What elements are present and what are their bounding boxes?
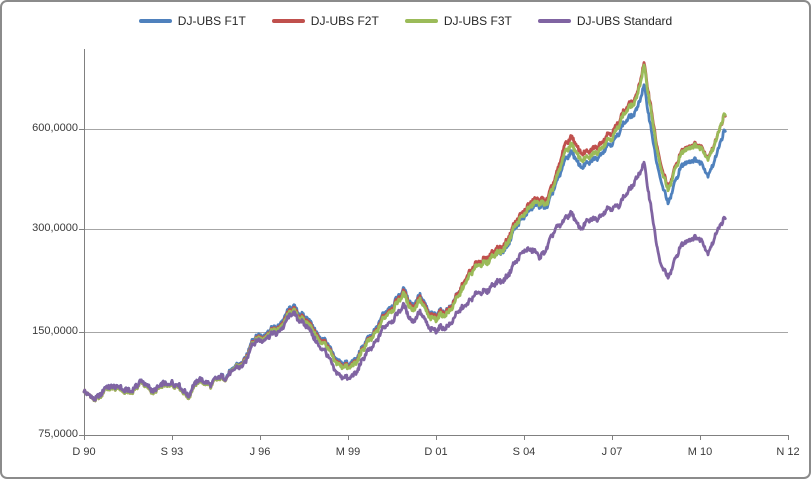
y-tick-label-150: 150,0000: [32, 325, 78, 337]
series-line-dj-ubs-standard[interactable]: [82, 160, 727, 402]
x-tick-label-d01: D 01: [424, 446, 448, 458]
legend-label-standard: DJ-UBS Standard: [576, 14, 673, 28]
legend-line-swatch-f1t-icon: [138, 19, 172, 23]
chart-legend: DJ-UBS F1T DJ-UBS F2T DJ-UBS F3T DJ-UBS …: [2, 11, 809, 31]
legend-item-dj-ubs-standard[interactable]: DJ-UBS Standard: [537, 14, 673, 28]
legend-line-swatch-standard-icon: [537, 19, 571, 23]
legend-label-f1t: DJ-UBS F1T: [177, 14, 246, 28]
y-tick-label-75: 75,0000: [38, 428, 78, 440]
x-tick-label-j96: J 96: [249, 446, 271, 458]
y-tick-label-600: 600,0000: [32, 122, 78, 134]
x-tick-label-s04: S 04: [512, 446, 536, 458]
x-tick-label-m10: M 10: [687, 446, 713, 458]
y-tick-label-300: 300,0000: [32, 222, 78, 234]
legend-item-dj-ubs-f3t[interactable]: DJ-UBS F3T: [404, 14, 512, 28]
legend-line-swatch-f2t-icon: [271, 19, 305, 23]
x-tick-label-m99: M 99: [335, 446, 361, 458]
x-tick-label-s93: S 93: [160, 446, 184, 458]
x-tick-label-d90: D 90: [72, 446, 96, 458]
legend-label-f2t: DJ-UBS F2T: [310, 14, 379, 28]
x-tick-label-j07: J 07: [601, 446, 623, 458]
series-line-dj-ubs-f2t[interactable]: [82, 61, 727, 403]
x-tick-label-n12: N 12: [776, 446, 800, 458]
series-line-dj-ubs-f1t[interactable]: [82, 83, 727, 402]
legend-item-dj-ubs-f1t[interactable]: DJ-UBS F1T: [138, 14, 246, 28]
legend-line-swatch-f3t-icon: [404, 19, 438, 23]
legend-label-f3t: DJ-UBS F3T: [443, 14, 512, 28]
legend-item-dj-ubs-f2t[interactable]: DJ-UBS F2T: [271, 14, 379, 28]
